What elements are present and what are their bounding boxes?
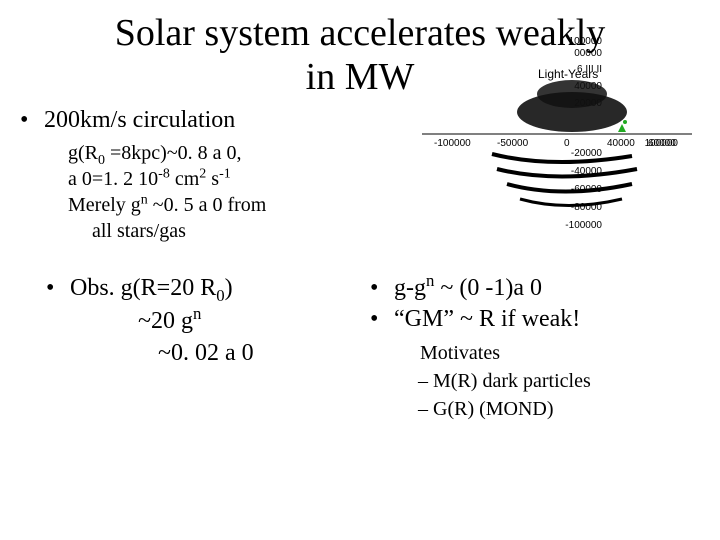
bullet-gm: • “GM” ~ R if weak!: [370, 306, 700, 333]
sub-allstars: all stars/gas: [68, 218, 350, 244]
obs-line1: Obs. g(R=20 R0): [70, 272, 233, 304]
sub-gr0: g(R0 =8kpc)~0. 8 a 0,: [68, 140, 350, 166]
svg-text:-20000: -20000: [571, 148, 603, 159]
motivates-m2: – G(R) (MOND): [418, 395, 700, 423]
svg-text:-100000: -100000: [565, 220, 602, 231]
svg-text:40000: 40000: [607, 138, 635, 149]
bullet-dot-icon: •: [370, 275, 382, 302]
bullet-ggn: • g-gn ~ (0 -1)a 0: [370, 275, 700, 302]
svg-text:0: 0: [564, 138, 570, 149]
sub-a0: a 0=1. 2 10-8 cm2 s-1: [68, 166, 350, 192]
svg-text:100000: 100000: [645, 138, 679, 149]
motivates-m1: – M(R) dark particles: [418, 367, 700, 395]
bullet-dot-icon: •: [20, 107, 32, 134]
bullet-dot-icon: •: [370, 306, 382, 333]
bullet-dot-icon: •: [46, 272, 58, 304]
sub-gn: Merely gn ~0. 5 a 0 from: [68, 192, 350, 218]
bullet-circulation-text: 200km/s circulation: [44, 107, 235, 134]
svg-text:Light-Years: Light-Years: [538, 67, 598, 81]
galaxy-chart: 100000 00000 6 III II 40000 20000 -20000…: [352, 34, 702, 234]
svg-text:-100000: -100000: [434, 138, 471, 149]
bullet-ggn-text: g-gn ~ (0 -1)a 0: [394, 275, 542, 302]
svg-text:100000: 100000: [569, 36, 603, 47]
svg-text:-50000: -50000: [497, 138, 529, 149]
bullet-circulation: • 200km/s circulation: [20, 107, 350, 134]
motivates-heading: Motivates: [420, 339, 700, 367]
obs-line2: ~20 gn: [46, 305, 350, 337]
svg-text:00000: 00000: [574, 48, 602, 59]
obs-line3: ~0. 02 a 0: [46, 337, 350, 369]
bullet-gm-text: “GM” ~ R if weak!: [394, 306, 580, 333]
